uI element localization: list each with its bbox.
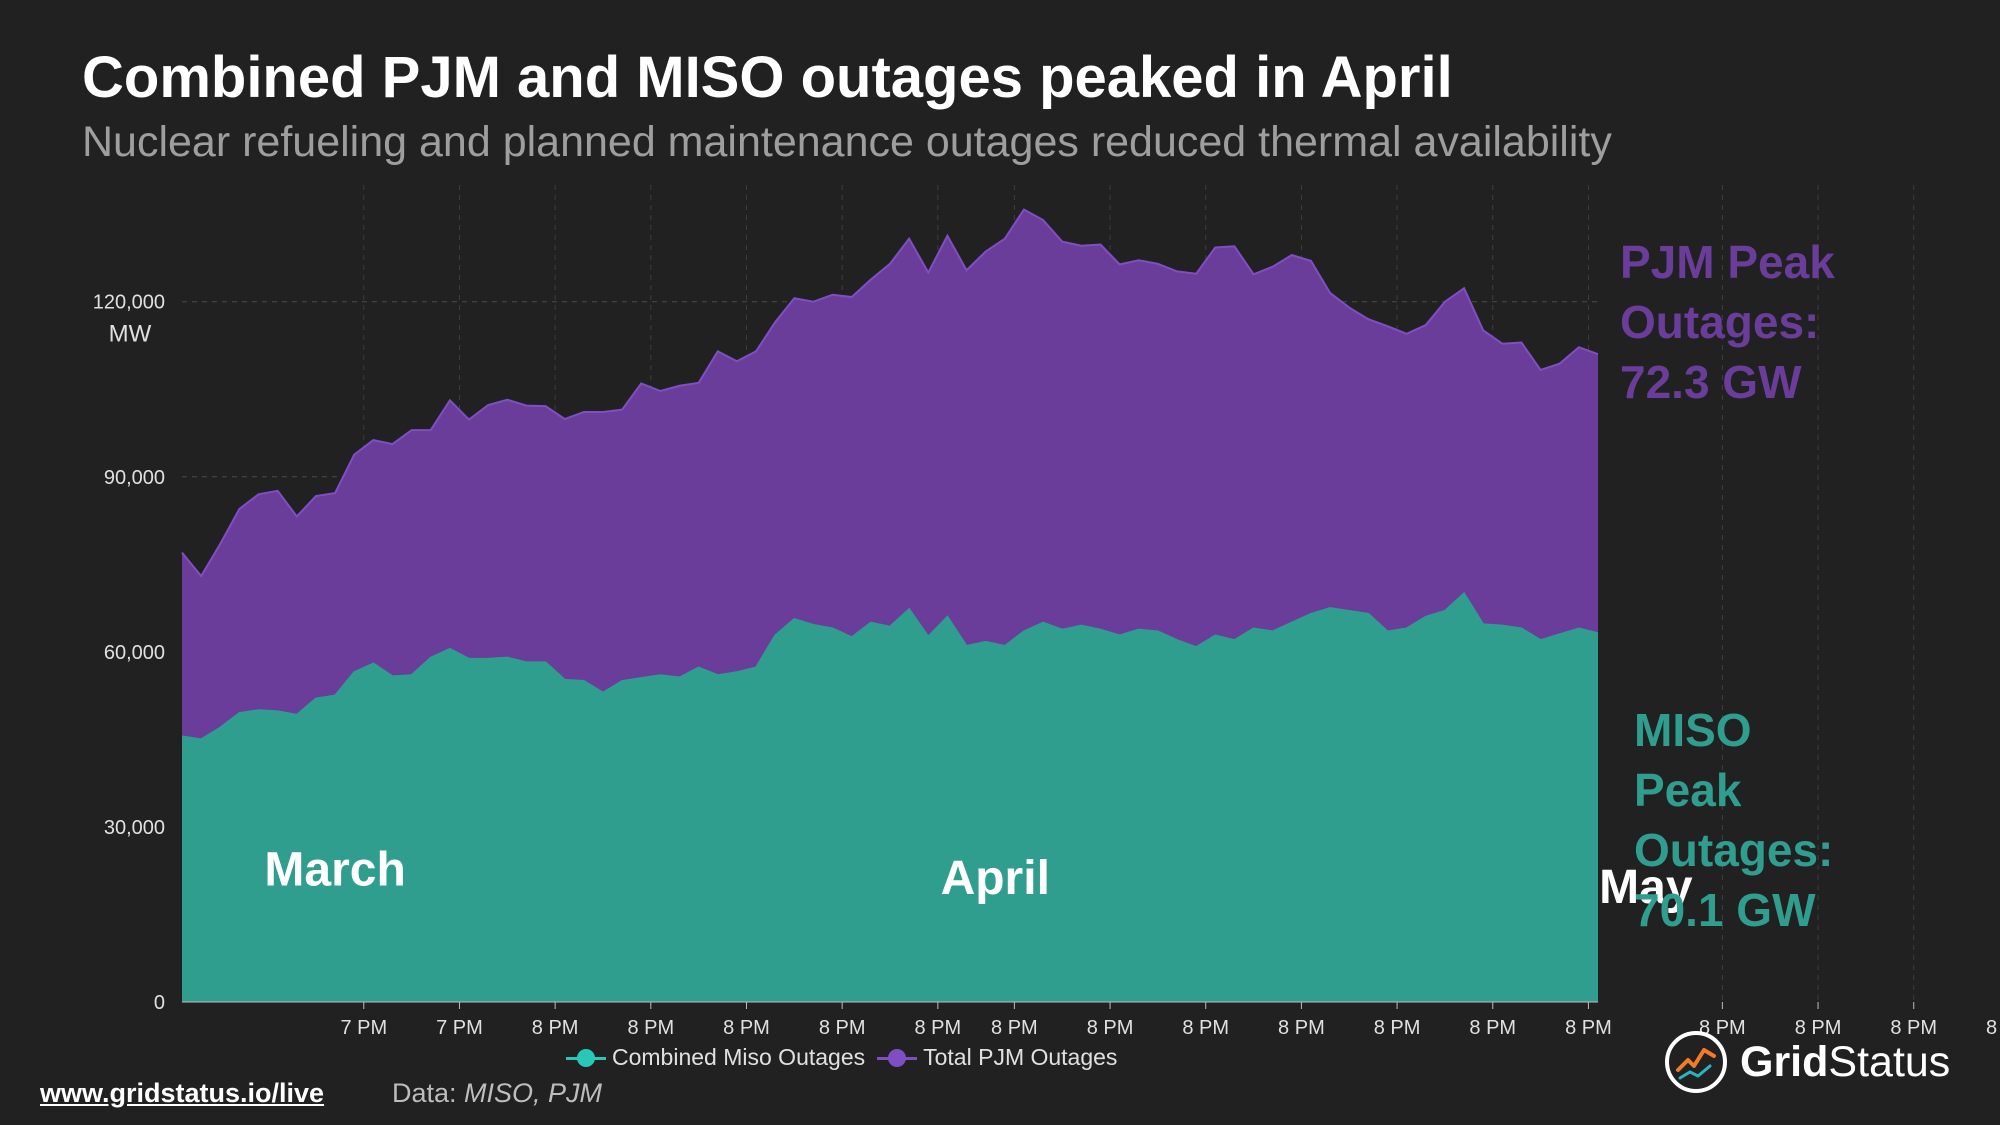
miso-peak-annotation: MISO Peak Outages: 70.1 GW (1634, 704, 1834, 936)
grid-status-logo-icon (1665, 1031, 1727, 1093)
data-source-names: MISO, PJM (464, 1078, 603, 1108)
axis-layer: 0 30,000 60,000 90,000 120,000 MW 7 PM 7 PM 8 PM… (93, 292, 2000, 1039)
x-tick-label: 7 PM (340, 1017, 387, 1039)
month-label: March (264, 843, 405, 896)
brand: GridStatus (1664, 1030, 1950, 1094)
area-layer (181, 208, 1599, 1002)
x-tick-label: 8 PM (1087, 1017, 1134, 1039)
x-tick-label: 8 PM (991, 1017, 1038, 1039)
chart-title: Combined PJM and MISO outages peaked in … (82, 45, 1453, 110)
x-tick-label: 8 PM (1469, 1017, 1516, 1039)
month-label-layer: March April May (264, 843, 1692, 914)
legend-label-miso: Combined Miso Outages (612, 1044, 866, 1070)
data-source-prefix: Data: (392, 1078, 465, 1108)
legend-marker-pjm-icon (877, 1048, 918, 1068)
pjm-peak-annotation: PJM Peak Outages: 72.3 GW (1620, 236, 1835, 408)
x-tick-label: 8 PM (1699, 1017, 1746, 1039)
x-tick-label: 8 PM (1795, 1017, 1842, 1039)
y-tick-label: 0 (154, 992, 165, 1014)
month-label: May (1599, 861, 1693, 914)
pjm-outages-line (181, 208, 1599, 578)
brand-name: GridStatus (1740, 1037, 1951, 1086)
x-tick-label: 8 PM (819, 1017, 866, 1039)
legend-item-pjm[interactable]: Total PJM Outages (877, 1044, 1117, 1071)
x-tick-label: 8 PM (532, 1017, 579, 1039)
x-tick-label: 8 PM (1374, 1017, 1421, 1039)
pjm-outages-area (182, 209, 1598, 740)
x-tick-label: 8 PM (1278, 1017, 1325, 1039)
data-source: Data: MISO, PJM (392, 1078, 602, 1109)
x-tick-label: 8 PM (627, 1017, 674, 1039)
chart-legend: Combined Miso Outages Total PJM Outages (566, 1044, 1117, 1071)
gridstatus-live-link[interactable]: www.gridstatus.io/live (40, 1078, 325, 1108)
x-tick-label: 8 PM (1890, 1017, 1937, 1039)
x-tick-label: 8 PM (914, 1017, 961, 1039)
miso-outages-area (182, 593, 1598, 1002)
y-axis-label: MW (109, 321, 152, 348)
x-tick-label: 8 PM (1565, 1017, 1612, 1039)
legend-label-pjm: Total PJM Outages (923, 1044, 1118, 1070)
y-tick-label: 30,000 (104, 817, 165, 839)
x-tick-label: 7 PM (436, 1017, 483, 1039)
legend-item-miso[interactable]: Combined Miso Outages (566, 1044, 865, 1071)
x-tick-label: 8 PM (1182, 1017, 1229, 1039)
x-tick-label: 8 PM (723, 1017, 770, 1039)
chart-subtitle: Nuclear refueling and planned maintenanc… (82, 118, 1612, 166)
legend-marker-miso-icon (566, 1048, 606, 1068)
month-label: April (941, 852, 1050, 905)
y-tick-label: 120,000 (93, 292, 165, 314)
miso-outages-line (181, 591, 1599, 741)
x-tick-label: 8 PM (1986, 1017, 2000, 1039)
y-tick-label: 60,000 (104, 642, 165, 664)
y-tick-label: 90,000 (104, 467, 165, 489)
